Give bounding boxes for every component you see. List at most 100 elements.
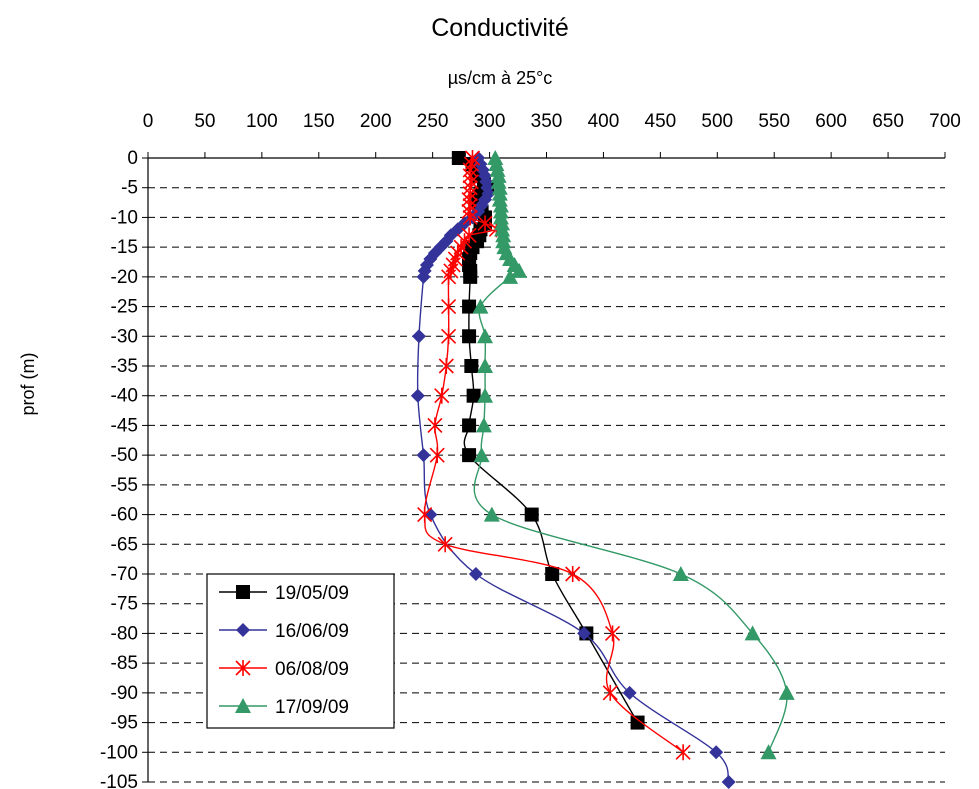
y-tick-label: -20 (111, 267, 138, 288)
chart-title: Conductivité (431, 14, 569, 42)
data-point (477, 215, 493, 232)
legend-item: 16/06/09 (219, 621, 349, 642)
x-tick-label: 400 (588, 111, 620, 132)
data-point (410, 388, 425, 403)
y-axis-title: prof (m) (18, 353, 38, 416)
y-tick-label: -10 (111, 207, 138, 228)
series-3 (472, 150, 795, 760)
data-point (441, 268, 457, 285)
y-tick-label: -50 (111, 445, 138, 466)
data-point (490, 173, 507, 189)
data-point (492, 209, 509, 225)
x-tick-label: 250 (417, 111, 449, 132)
data-point (488, 155, 505, 171)
axes (147, 157, 945, 782)
legend-item: 19/05/09 (219, 583, 349, 604)
legend-box (206, 573, 395, 729)
data-point (483, 506, 500, 522)
data-point (545, 567, 560, 581)
data-point (434, 387, 450, 404)
data-point (451, 151, 466, 165)
data-point (438, 358, 454, 374)
y-tick-label: -90 (111, 683, 138, 704)
data-point (675, 744, 691, 761)
data-point (462, 209, 478, 226)
y-tick-label: -15 (111, 237, 138, 258)
data-point (565, 566, 581, 582)
y-axis-ticks: 0 -5 -10 -15 -20 -25 -30 -35 -40 -45 -50 -55 -60 -65 -… (100, 148, 148, 789)
data-point (416, 269, 431, 284)
y-tick-label: -40 (111, 386, 138, 407)
series-0 (451, 151, 645, 730)
y-tick-label: -80 (111, 623, 138, 644)
x-tick-label: 0 (143, 111, 154, 132)
legend-marker (236, 585, 250, 599)
data-point (709, 745, 724, 760)
data-point (423, 507, 438, 522)
y-tick-label: -75 (111, 594, 138, 615)
data-point (427, 417, 443, 434)
data-point (441, 298, 457, 315)
data-point (604, 625, 621, 642)
data-point (630, 715, 645, 730)
legend-label: 17/09/09 (275, 697, 349, 718)
data-point (417, 506, 433, 523)
x-tick-label: 600 (815, 111, 847, 132)
data-point (462, 418, 477, 433)
data-point (466, 388, 481, 403)
legend-label: 19/05/09 (275, 583, 349, 604)
data-point (672, 566, 689, 581)
data-point (464, 359, 479, 373)
x-tick-label: 300 (474, 111, 506, 132)
y-tick-label: -35 (111, 356, 138, 377)
legend-marker (235, 698, 251, 713)
y-tick-label: -5 (121, 178, 138, 199)
data-point (416, 448, 431, 463)
data-point (441, 328, 457, 345)
data-point (489, 161, 506, 177)
x-tick-label: 200 (360, 111, 392, 132)
y-tick-label: -55 (111, 475, 138, 496)
data-point (491, 191, 508, 207)
x-axis-title: µs/cm à 25°c (448, 68, 553, 88)
data-point (577, 626, 592, 641)
legend-label: 06/08/09 (275, 659, 349, 680)
y-tick-label: -60 (111, 505, 138, 526)
data-point (760, 744, 777, 760)
y-tick-label: -45 (111, 415, 138, 436)
legend-item: 06/08/09 (219, 659, 349, 680)
data-point (462, 299, 477, 314)
y-tick-label: -100 (100, 742, 138, 763)
y-tick-label: -25 (111, 297, 138, 318)
data-point (443, 262, 459, 279)
y-tick-label: -70 (111, 564, 138, 585)
data-point (427, 246, 442, 261)
y-tick-label: -30 (111, 326, 138, 347)
data-point (511, 262, 528, 278)
data-point (468, 567, 483, 581)
legend-item: 17/09/09 (219, 697, 349, 718)
y-tick-label: -95 (111, 713, 138, 734)
series-line (458, 157, 639, 723)
legend: 19/05/09 16/06/09 06/08/09 17/09/09 (206, 573, 395, 729)
series-layer (410, 150, 795, 789)
data-point (472, 298, 489, 314)
x-tick-label: 700 (929, 111, 961, 132)
y-tick-label: -105 (100, 772, 138, 789)
x-tick-label: 100 (246, 111, 278, 132)
data-point (477, 328, 494, 344)
x-tick-label: 350 (531, 111, 563, 132)
x-axis-ticks: 0 50 100 150 200 250 300 350 400 450 500 550 600 650 7… (143, 111, 961, 158)
x-tick-label: 450 (645, 111, 677, 132)
data-point (411, 329, 426, 344)
y-tick-label: 0 (127, 148, 138, 169)
data-point (744, 625, 761, 641)
x-tick-label: 50 (194, 111, 215, 132)
series-1 (410, 151, 736, 789)
x-tick-label: 150 (303, 111, 335, 132)
data-point (473, 447, 490, 463)
legend-label: 16/06/09 (275, 621, 349, 642)
data-point (477, 358, 494, 373)
data-point (487, 150, 504, 165)
